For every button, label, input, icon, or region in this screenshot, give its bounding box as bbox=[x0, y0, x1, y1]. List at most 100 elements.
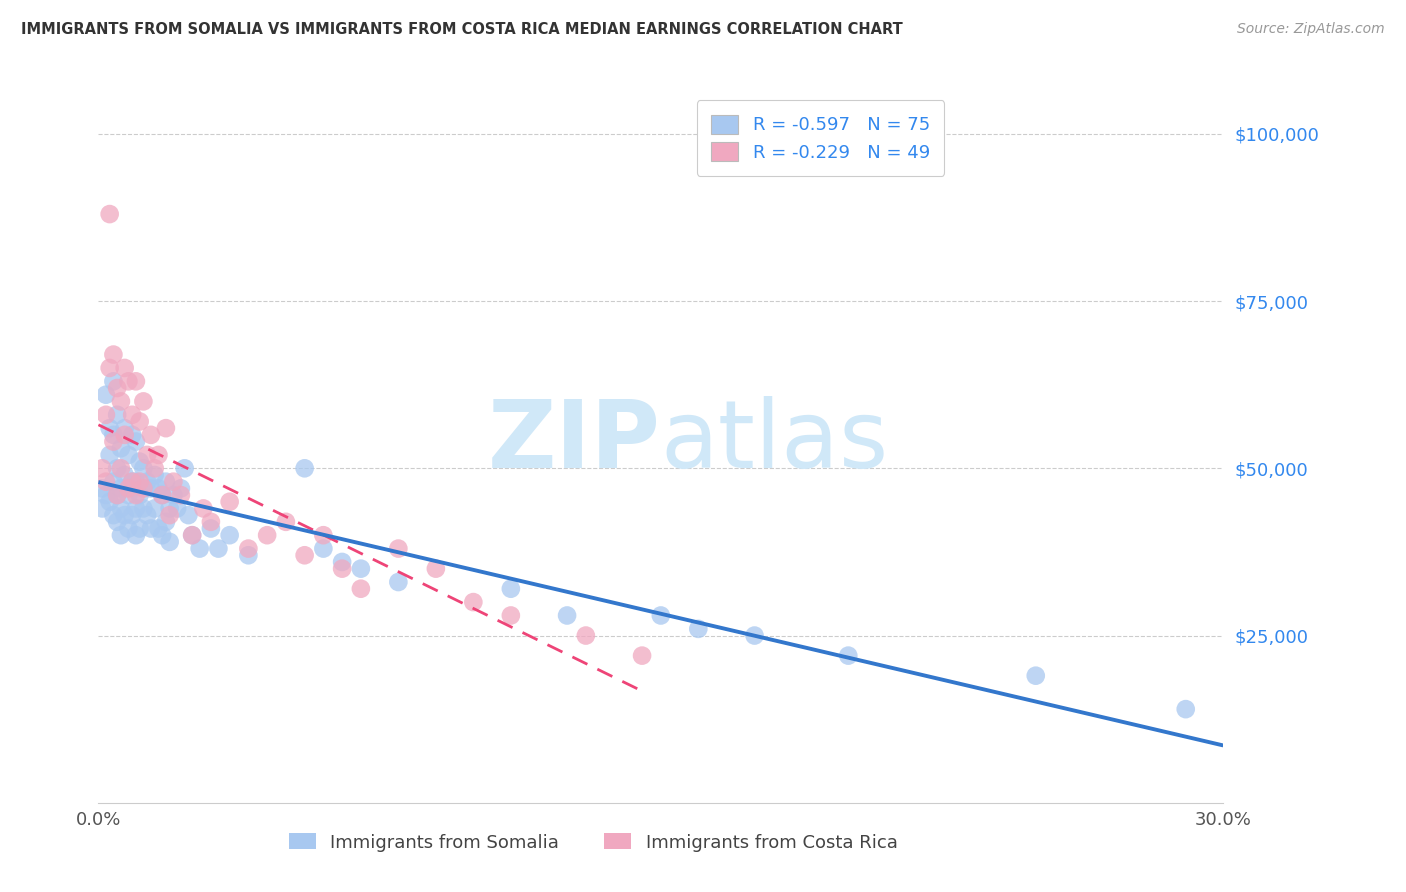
Point bbox=[143, 501, 166, 516]
Point bbox=[98, 494, 121, 508]
Point bbox=[256, 528, 278, 542]
Point bbox=[274, 515, 297, 529]
Point bbox=[162, 488, 184, 502]
Point bbox=[121, 475, 143, 489]
Point bbox=[91, 501, 114, 516]
Point bbox=[105, 488, 128, 502]
Point bbox=[155, 515, 177, 529]
Point bbox=[159, 501, 181, 516]
Point bbox=[200, 521, 222, 535]
Point bbox=[94, 475, 117, 489]
Point bbox=[121, 408, 143, 422]
Point bbox=[166, 501, 188, 516]
Point bbox=[330, 562, 353, 576]
Text: atlas: atlas bbox=[661, 395, 889, 488]
Point bbox=[173, 461, 195, 475]
Point bbox=[463, 595, 485, 609]
Point bbox=[114, 421, 136, 435]
Point bbox=[105, 515, 128, 529]
Point bbox=[114, 427, 136, 442]
Point bbox=[312, 541, 335, 556]
Point bbox=[132, 394, 155, 409]
Point bbox=[387, 575, 409, 590]
Point bbox=[425, 562, 447, 576]
Point bbox=[94, 488, 117, 502]
Point bbox=[103, 475, 125, 489]
Point bbox=[91, 482, 114, 496]
Point bbox=[294, 461, 316, 475]
Point bbox=[555, 608, 578, 623]
Point bbox=[631, 648, 654, 663]
Point bbox=[312, 528, 335, 542]
Point bbox=[387, 541, 409, 556]
Point bbox=[132, 461, 155, 475]
Point bbox=[105, 408, 128, 422]
Point bbox=[114, 361, 136, 376]
Point bbox=[170, 488, 193, 502]
Point bbox=[94, 408, 117, 422]
Point bbox=[98, 207, 121, 221]
Point bbox=[150, 528, 173, 542]
Point bbox=[117, 375, 139, 389]
Point bbox=[143, 467, 166, 482]
Point bbox=[218, 494, 240, 508]
Point bbox=[744, 628, 766, 642]
Point bbox=[121, 475, 143, 489]
Point bbox=[350, 582, 373, 596]
Point bbox=[181, 528, 204, 542]
Point bbox=[98, 448, 121, 462]
Point bbox=[1025, 669, 1047, 683]
Point bbox=[110, 528, 132, 542]
Text: Source: ZipAtlas.com: Source: ZipAtlas.com bbox=[1237, 22, 1385, 37]
Point bbox=[103, 348, 125, 362]
Point bbox=[125, 501, 148, 516]
Point bbox=[207, 541, 229, 556]
Point bbox=[117, 488, 139, 502]
Point bbox=[121, 427, 143, 442]
Point bbox=[94, 387, 117, 401]
Point bbox=[103, 427, 125, 442]
Point bbox=[110, 394, 132, 409]
Point bbox=[575, 628, 598, 642]
Point bbox=[125, 475, 148, 489]
Point bbox=[136, 475, 159, 489]
Point bbox=[125, 375, 148, 389]
Point bbox=[114, 508, 136, 523]
Point bbox=[688, 622, 710, 636]
Point bbox=[91, 461, 114, 475]
Point bbox=[150, 488, 173, 502]
Point bbox=[159, 508, 181, 523]
Point bbox=[170, 482, 193, 496]
Point bbox=[143, 461, 166, 475]
Point bbox=[193, 501, 215, 516]
Point bbox=[499, 608, 522, 623]
Point bbox=[350, 562, 373, 576]
Point bbox=[132, 482, 155, 496]
Point bbox=[155, 421, 177, 435]
Text: IMMIGRANTS FROM SOMALIA VS IMMIGRANTS FROM COSTA RICA MEDIAN EARNINGS CORRELATIO: IMMIGRANTS FROM SOMALIA VS IMMIGRANTS FR… bbox=[21, 22, 903, 37]
Point bbox=[1174, 702, 1197, 716]
Point bbox=[98, 361, 121, 376]
Y-axis label: Median Earnings: Median Earnings bbox=[0, 373, 8, 510]
Point bbox=[238, 541, 260, 556]
Point bbox=[105, 461, 128, 475]
Point bbox=[110, 482, 132, 496]
Point bbox=[177, 508, 200, 523]
Point bbox=[294, 548, 316, 563]
Point bbox=[132, 501, 155, 516]
Point bbox=[128, 488, 150, 502]
Point bbox=[136, 448, 159, 462]
Point bbox=[128, 454, 150, 469]
Point bbox=[238, 548, 260, 563]
Point bbox=[105, 488, 128, 502]
Point bbox=[181, 528, 204, 542]
Point bbox=[114, 467, 136, 482]
Point bbox=[128, 475, 150, 489]
Point bbox=[139, 521, 162, 535]
Point bbox=[103, 434, 125, 449]
Legend: Immigrants from Somalia, Immigrants from Costa Rica: Immigrants from Somalia, Immigrants from… bbox=[281, 826, 905, 859]
Point bbox=[330, 555, 353, 569]
Point bbox=[103, 508, 125, 523]
Point bbox=[139, 482, 162, 496]
Point bbox=[125, 488, 148, 502]
